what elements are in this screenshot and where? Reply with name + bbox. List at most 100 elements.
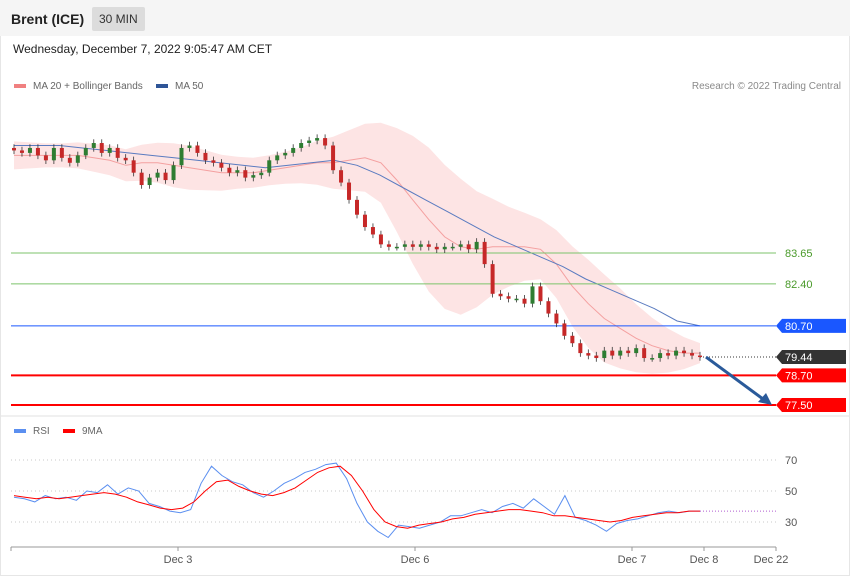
candle-body xyxy=(323,138,328,146)
rsi-legend-label: RSI xyxy=(33,426,50,437)
candle-body xyxy=(498,293,503,297)
candle-body xyxy=(658,353,663,359)
candle-body xyxy=(482,241,487,265)
candle-body xyxy=(594,355,599,359)
ma20-line xyxy=(14,154,700,354)
level-tag-78.70 xyxy=(776,368,846,383)
candle-body xyxy=(506,296,511,299)
ma50-legend-swatch xyxy=(156,84,168,88)
candle-body xyxy=(362,214,367,228)
candle-body xyxy=(227,167,232,173)
ma50-line xyxy=(14,145,701,327)
candle-body xyxy=(674,350,679,356)
candle-body xyxy=(682,350,687,354)
copyright-label: Research © 2022 Trading Central xyxy=(691,81,841,92)
candle-body xyxy=(51,147,56,161)
candle-body xyxy=(514,298,519,301)
x-tick-label: Dec 8 xyxy=(690,554,719,566)
candle-body xyxy=(91,143,96,148)
rsi-tick-50: 50 xyxy=(785,486,797,498)
candle-body xyxy=(291,147,296,153)
candle-body xyxy=(347,182,352,200)
candle-body xyxy=(251,175,256,178)
candle-body xyxy=(147,177,152,186)
datetime-label: Wednesday, December 7, 2022 9:05:47 AM C… xyxy=(13,42,273,56)
x-tick-label: Dec 3 xyxy=(164,554,193,566)
candle-body xyxy=(546,301,551,314)
candle-body xyxy=(315,138,320,141)
rsi-line xyxy=(13,462,700,539)
candle-body xyxy=(179,147,184,166)
instrument-title: Brent (ICE) xyxy=(11,11,85,27)
ma20-legend-label: MA 20 + Bollinger Bands xyxy=(33,81,143,92)
candle-body xyxy=(530,286,535,304)
candle-body xyxy=(331,145,336,171)
candle-body xyxy=(634,348,639,354)
candle-body xyxy=(163,172,168,181)
candle-body xyxy=(99,143,104,153)
candle-body xyxy=(355,199,359,215)
x-tick-label: Dec 7 xyxy=(618,554,647,566)
candle-body xyxy=(219,162,224,168)
candle-body xyxy=(307,140,312,144)
candle-body xyxy=(12,147,16,151)
candle-body xyxy=(107,147,112,153)
candles xyxy=(12,134,702,362)
candle-body xyxy=(299,143,304,148)
bollinger-band-area xyxy=(14,122,700,374)
candle-body xyxy=(626,350,631,354)
level-tag-80.70 xyxy=(776,318,846,333)
candle-body xyxy=(522,298,527,304)
level-label-80.70: 80.70 xyxy=(785,321,813,333)
candle-body xyxy=(19,150,24,153)
ma20-legend-swatch xyxy=(14,84,26,88)
x-tick-label: Dec 6 xyxy=(401,554,430,566)
time-axis: Dec 3 Dec 6 Dec 7 Dec 8 Dec 22 xyxy=(10,546,788,566)
candle-body xyxy=(394,246,399,249)
rsi-9ma-line xyxy=(13,465,700,529)
rsi-tick-70: 70 xyxy=(785,455,797,467)
forecast-arrow-shaft xyxy=(705,355,764,401)
candle-body xyxy=(83,147,88,156)
candle-body xyxy=(275,155,280,161)
candle-body xyxy=(602,350,607,359)
ma50-legend-label: MA 50 xyxy=(175,81,204,92)
bollinger-bands xyxy=(14,122,700,374)
candle-body xyxy=(35,147,40,156)
candle-body xyxy=(466,244,471,250)
candle-body xyxy=(370,227,375,235)
level-label-77.50: 77.50 xyxy=(785,400,813,412)
candle-body xyxy=(195,145,200,153)
candle-body xyxy=(610,350,615,356)
level-label-78.70: 78.70 xyxy=(785,370,813,382)
candle-body xyxy=(259,172,264,176)
candle-body xyxy=(570,335,575,344)
candle-body xyxy=(27,147,32,153)
candle-body xyxy=(490,264,495,294)
rsi-tick-30: 30 xyxy=(785,517,797,529)
rsi-panel: 70 50 30 xyxy=(11,455,797,539)
candle-body xyxy=(450,246,455,249)
rsi9ma-legend-swatch xyxy=(63,429,75,433)
candle-body xyxy=(59,147,64,158)
candle-body xyxy=(578,343,583,354)
candle-body xyxy=(554,313,559,324)
level-label-83.65: 83.65 xyxy=(785,248,813,260)
level-tag-79.44 xyxy=(776,350,846,365)
candle-body xyxy=(442,246,447,250)
moving-averages xyxy=(14,145,701,354)
candle-body xyxy=(67,157,72,163)
candle-body xyxy=(171,165,176,181)
level-label-82.40: 82.40 xyxy=(785,279,813,291)
candle-body xyxy=(378,234,383,245)
candle-body xyxy=(203,152,208,161)
candle-body xyxy=(650,358,655,360)
candle-body xyxy=(123,157,128,161)
candle-body xyxy=(434,246,439,250)
candle-body xyxy=(115,147,120,158)
candle-body xyxy=(642,348,647,359)
candle-body xyxy=(339,170,344,183)
interval-button[interactable]: 30 MIN xyxy=(92,7,145,31)
